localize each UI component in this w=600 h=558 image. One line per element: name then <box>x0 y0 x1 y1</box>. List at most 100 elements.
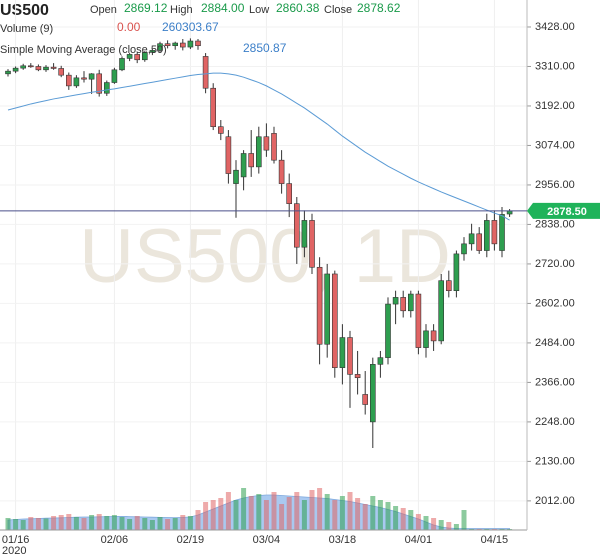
candle-body <box>149 50 156 53</box>
candle-body <box>354 374 361 379</box>
volume-bar <box>195 510 201 530</box>
candle-body <box>43 66 49 71</box>
candle-body <box>248 153 254 168</box>
volume-bar <box>28 517 34 530</box>
candle-body <box>66 74 72 87</box>
candle-body <box>263 136 270 151</box>
x-tick-label: 04/01 <box>405 534 433 546</box>
candle-body <box>347 337 353 375</box>
volume-bar <box>415 514 421 530</box>
y-tick-label: 2956.00 <box>535 179 575 191</box>
sma-legend-value: 2850.87 <box>243 41 287 55</box>
volume-bar <box>66 514 72 530</box>
volume-bar <box>35 518 41 530</box>
candle-body <box>483 220 490 251</box>
volume-bar <box>317 488 323 530</box>
candle-body <box>392 297 399 305</box>
candle-body <box>233 169 239 184</box>
candle-body <box>423 330 429 348</box>
ohlc-label: Open <box>90 4 117 16</box>
candle-body <box>142 52 148 61</box>
candle-body <box>255 136 262 168</box>
volume-bar <box>81 518 87 530</box>
candle-body <box>195 40 201 47</box>
y-tick-label: 3428.00 <box>535 21 575 33</box>
volume-bar <box>149 520 155 530</box>
volume-bar <box>210 500 216 530</box>
x-tick-label: 01/16 <box>2 534 30 546</box>
volume-bar <box>180 515 186 530</box>
y-tick-label: 3074.00 <box>535 139 575 151</box>
volume-bar <box>377 500 383 530</box>
candle-body <box>339 337 346 368</box>
ohlc-value: 2869.12 <box>124 1 168 15</box>
volume-bar <box>393 506 399 530</box>
sma-legend-label: Simple Moving Average (close,50) <box>0 44 167 56</box>
candle-body <box>400 297 407 312</box>
candle-body <box>5 70 11 75</box>
candle-body <box>157 43 163 51</box>
candle-body <box>362 394 369 405</box>
x-tick-label: 02/06 <box>101 534 129 546</box>
volume-bar <box>362 504 368 530</box>
volume-bar <box>203 502 209 530</box>
x-tick-label: 02/19 <box>177 534 205 546</box>
ohlc-value: 2884.00 <box>201 1 245 15</box>
volume-bar <box>5 518 11 530</box>
candle-body <box>240 153 247 178</box>
y-tick-label: 2602.00 <box>535 297 575 309</box>
candle-body <box>377 357 384 365</box>
candle-body <box>187 40 194 48</box>
volume-bar <box>241 488 247 530</box>
candle-body <box>438 280 445 342</box>
candle-body <box>301 220 308 248</box>
y-tick-label: 2130.00 <box>535 455 575 467</box>
volume-bar <box>271 492 277 530</box>
volume-bar <box>400 508 406 530</box>
candle-body <box>88 73 95 80</box>
volume-legend-label: Volume (9) <box>0 23 53 35</box>
candle-body <box>461 243 467 255</box>
volume-bar <box>111 515 117 530</box>
volume-bar <box>157 517 163 530</box>
candle-body <box>111 69 118 83</box>
current-price-label: 2878.50 <box>547 206 587 218</box>
volume-bar <box>461 510 467 530</box>
volume-bar <box>96 514 102 530</box>
volume-bar <box>218 498 224 530</box>
volume-bar <box>286 497 292 530</box>
candle-body <box>172 42 178 47</box>
candle-body <box>50 66 57 69</box>
volume-bar <box>446 522 452 530</box>
candle-body <box>468 233 475 245</box>
volume-bar <box>127 519 133 530</box>
ohlc-label: High <box>170 4 193 16</box>
volume-bar <box>13 519 19 530</box>
candle-body <box>218 126 224 134</box>
volume-bar <box>423 516 429 530</box>
candle-body <box>27 65 34 68</box>
ohlc-label: Low <box>249 4 269 16</box>
ohlc-value: 2878.62 <box>357 1 401 15</box>
candle-body <box>134 54 140 61</box>
volume-bar <box>332 500 338 530</box>
candle-body <box>180 42 186 48</box>
volume-legend-value: 260303.67 <box>162 20 219 34</box>
volume-bar <box>248 496 254 530</box>
x-tick-label: 04/15 <box>481 534 509 546</box>
candle-body <box>316 266 323 345</box>
volume-bar <box>301 500 307 530</box>
y-tick-label: 2484.00 <box>535 337 575 349</box>
watermark: US500, 1D <box>79 214 451 299</box>
volume-bar <box>233 500 239 530</box>
volume-bar <box>309 490 315 530</box>
candle-body <box>202 56 209 89</box>
y-tick-label: 2838.00 <box>535 218 575 230</box>
candle-body <box>20 65 27 69</box>
candle-body <box>12 67 19 72</box>
candle-body <box>104 82 110 94</box>
candle-body <box>324 273 331 345</box>
volume-bar <box>119 517 125 530</box>
